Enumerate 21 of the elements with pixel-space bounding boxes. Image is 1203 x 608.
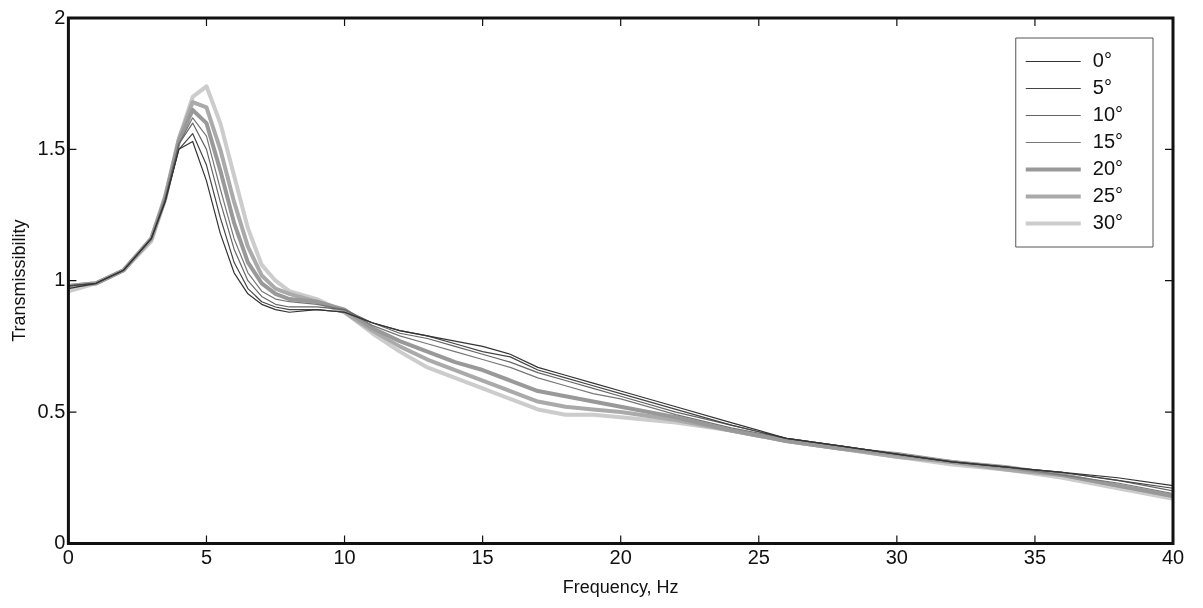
y-tick-label: 1.5 [37,136,66,159]
x-tick-label: 10 [333,545,356,568]
legend-label: 30° [1092,211,1124,234]
x-tick-label: 5 [200,545,213,568]
x-tick-label: 35 [1023,545,1047,568]
x-axis-title: Frequency, Hz [562,577,679,598]
x-tick-label: 25 [747,545,770,568]
y-tick-label: 2 [54,5,66,28]
legend-label: 5° [1092,76,1112,99]
x-tick-label: 40 [1161,545,1185,568]
legend-label: 20° [1092,157,1124,180]
y-axis-title: Transmissibility [8,219,29,342]
legend-label: 25° [1092,184,1124,207]
legend-label: 0° [1092,49,1112,72]
y-tick-label: 1 [54,268,66,291]
x-tick-label: 20 [609,545,632,568]
legend-label: 15° [1092,130,1124,153]
x-tick-label: 30 [885,545,908,568]
y-tick-label: 0.5 [37,399,66,422]
legend-label: 10° [1092,103,1124,126]
x-tick-label: 15 [471,545,494,568]
